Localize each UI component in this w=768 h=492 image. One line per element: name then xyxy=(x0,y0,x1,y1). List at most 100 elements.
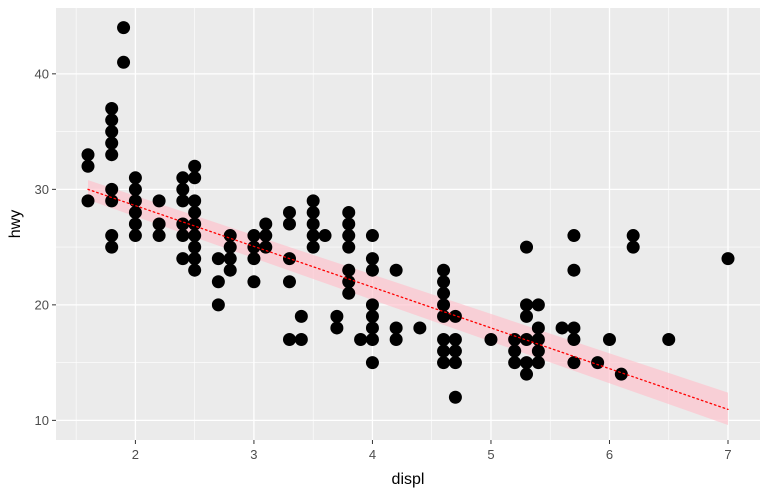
data-point xyxy=(306,240,320,254)
data-point xyxy=(105,113,119,127)
data-point xyxy=(448,333,462,347)
data-point xyxy=(188,159,202,173)
data-point xyxy=(117,21,131,35)
data-point xyxy=(448,344,462,358)
data-point xyxy=(176,217,190,231)
data-point xyxy=(294,309,308,323)
x-axis-title: displ xyxy=(392,471,425,488)
data-point xyxy=(626,229,640,243)
x-tick-label: 4 xyxy=(369,447,376,462)
data-point xyxy=(128,217,142,231)
data-point xyxy=(128,171,142,185)
data-point xyxy=(188,205,202,219)
y-tick-label: 40 xyxy=(35,66,49,81)
data-point xyxy=(365,321,379,335)
data-point xyxy=(437,286,451,300)
data-point xyxy=(365,356,379,370)
y-axis-title: hwy xyxy=(7,210,24,238)
data-point xyxy=(626,240,640,254)
data-point xyxy=(117,55,131,69)
data-point xyxy=(282,333,296,347)
data-point xyxy=(342,205,356,219)
data-point xyxy=(105,182,119,196)
data-point xyxy=(567,263,581,277)
data-point xyxy=(520,240,534,254)
data-point xyxy=(721,252,735,266)
data-point xyxy=(520,309,534,323)
data-point xyxy=(176,252,190,266)
data-point xyxy=(128,205,142,219)
data-point xyxy=(342,263,356,277)
data-point xyxy=(105,101,119,115)
x-tick-label: 7 xyxy=(724,447,731,462)
data-point xyxy=(342,286,356,300)
data-point xyxy=(508,344,522,358)
major-gridlines xyxy=(56,8,760,440)
data-point xyxy=(520,356,534,370)
x-axis-ticks: 2 3 4 5 6 7 xyxy=(132,440,732,462)
data-point xyxy=(437,298,451,312)
x-tick-label: 5 xyxy=(487,447,494,462)
data-point xyxy=(330,309,344,323)
points-layer xyxy=(81,21,735,404)
data-point xyxy=(520,367,534,381)
data-point xyxy=(437,309,451,323)
data-point xyxy=(365,229,379,243)
data-point xyxy=(223,240,237,254)
minor-gridlines xyxy=(56,8,760,440)
data-point xyxy=(223,252,237,266)
data-point xyxy=(247,240,261,254)
data-point xyxy=(437,356,451,370)
data-point xyxy=(211,298,225,312)
data-point xyxy=(342,229,356,243)
data-point xyxy=(437,344,451,358)
data-point xyxy=(223,263,237,277)
data-point xyxy=(81,194,95,208)
data-point xyxy=(81,148,95,162)
data-point xyxy=(508,356,522,370)
data-point xyxy=(223,229,237,243)
data-point xyxy=(128,229,142,243)
y-tick-label: 30 xyxy=(35,182,49,197)
data-point xyxy=(531,321,545,335)
data-point xyxy=(567,229,581,243)
data-point xyxy=(365,252,379,266)
data-point xyxy=(282,275,296,289)
data-point xyxy=(259,240,273,254)
data-point xyxy=(247,275,261,289)
data-point xyxy=(567,333,581,347)
data-point xyxy=(413,321,427,335)
data-point xyxy=(105,229,119,243)
data-point xyxy=(614,367,628,381)
data-point xyxy=(105,125,119,139)
y-tick-label: 20 xyxy=(35,297,49,312)
data-point xyxy=(508,333,522,347)
x-tick-label: 3 xyxy=(250,447,257,462)
data-point xyxy=(448,309,462,323)
data-point xyxy=(188,194,202,208)
x-tick-label: 2 xyxy=(132,447,139,462)
data-point xyxy=(188,263,202,277)
y-tick-label: 10 xyxy=(35,413,49,428)
data-point xyxy=(105,240,119,254)
data-point xyxy=(437,263,451,277)
data-point xyxy=(211,275,225,289)
data-point xyxy=(188,252,202,266)
data-point xyxy=(342,240,356,254)
data-point xyxy=(176,171,190,185)
x-tick-label: 6 xyxy=(606,447,613,462)
data-point xyxy=(294,333,308,347)
data-point xyxy=(306,217,320,231)
data-point xyxy=(448,390,462,404)
data-point xyxy=(259,217,273,231)
data-point xyxy=(105,136,119,150)
data-point xyxy=(437,275,451,289)
data-point xyxy=(531,356,545,370)
data-point xyxy=(437,333,451,347)
data-point xyxy=(365,263,379,277)
data-point xyxy=(176,194,190,208)
data-point xyxy=(389,333,403,347)
data-point xyxy=(520,298,534,312)
data-point xyxy=(81,159,95,173)
data-point xyxy=(567,321,581,335)
